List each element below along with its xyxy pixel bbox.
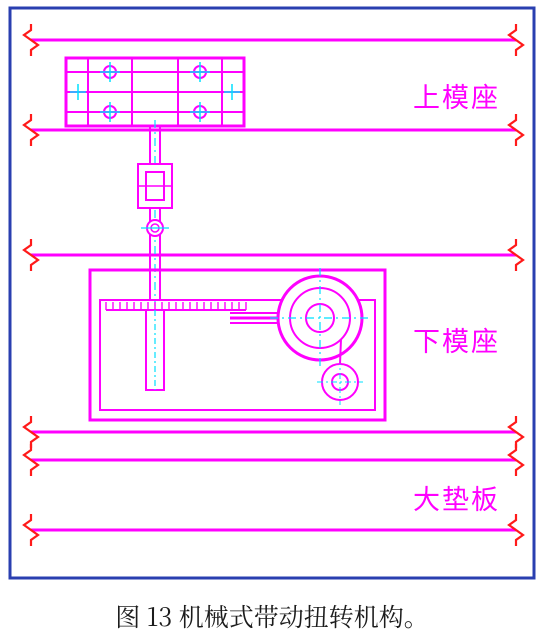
label-upper-die: 上模座 [413,76,500,115]
label-lower-die: 下模座 [413,320,500,359]
figure-root: 图 13 机械式带动扭转机构。 上模座 下模座 大垫板 [0,0,544,639]
label-base-plate: 大垫板 [413,478,500,517]
figure-caption: 图 13 机械式带动扭转机构。 [0,598,544,634]
